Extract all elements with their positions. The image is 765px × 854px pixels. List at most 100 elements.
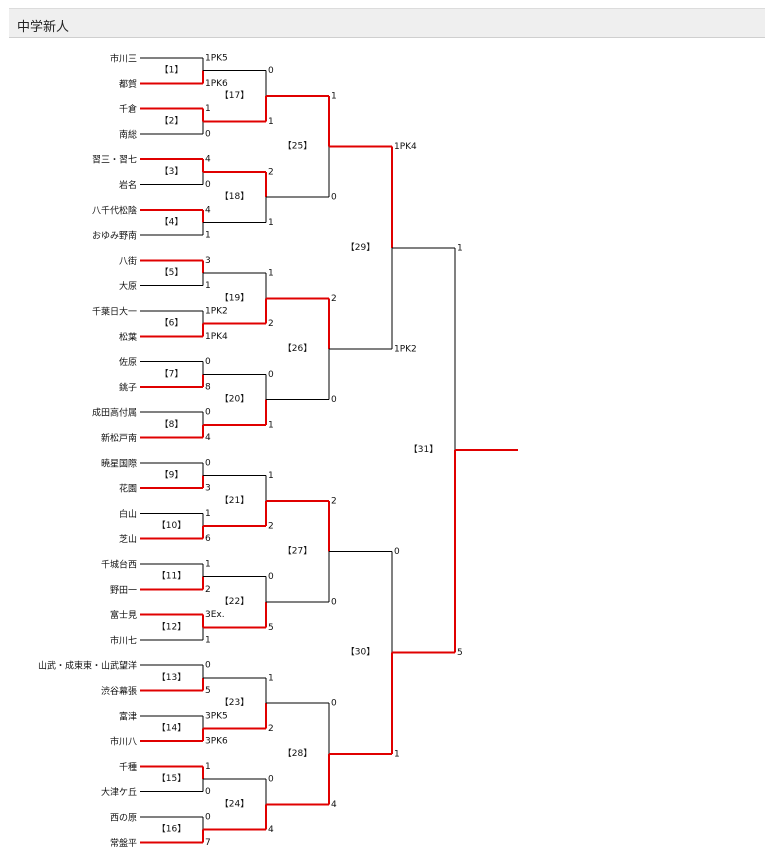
score-top: 0 (268, 370, 274, 380)
match-label: 【6】 (160, 318, 184, 329)
score-bottom: 7 (205, 838, 211, 848)
team-name: 富津 (119, 710, 137, 722)
match-label: 【10】 (157, 520, 186, 531)
team-name: 成田高付属 (92, 407, 137, 419)
score-bottom: 1PK2 (394, 344, 417, 354)
match-label: 【3】 (160, 166, 184, 177)
score-top: 1 (268, 673, 274, 683)
match-label: 【12】 (157, 621, 186, 632)
score-top: 2 (331, 496, 337, 506)
match-label: 【29】 (346, 242, 375, 253)
score-bottom: 8 (205, 382, 211, 392)
score-top: 1 (205, 104, 211, 114)
match-label: 【19】 (220, 292, 249, 303)
team-name: 松葉 (119, 331, 137, 343)
team-name: 大原 (119, 280, 137, 292)
team-name: 白山 (119, 508, 137, 520)
team-name: 芝山 (119, 533, 137, 545)
score-bottom: 0 (331, 395, 337, 405)
score-top: 1PK5 (205, 54, 228, 64)
score-bottom: 5 (457, 648, 463, 658)
team-name: 千種 (119, 762, 137, 773)
score-top: 1PK2 (205, 307, 228, 317)
score-top: 0 (205, 408, 211, 418)
score-bottom: 4 (331, 800, 337, 810)
score-top: 1 (205, 560, 211, 570)
score-bottom: 2 (268, 724, 274, 734)
team-name: 千葉日大一 (92, 306, 137, 318)
score-bottom: 1PK4 (205, 332, 228, 342)
team-name: 市川三 (110, 53, 137, 65)
match-label: 【7】 (160, 368, 184, 379)
page-title: 中学新人 (17, 20, 70, 35)
match-label: 【5】 (160, 267, 184, 278)
score-bottom: 0 (331, 597, 337, 607)
score-bottom: 1 (205, 231, 211, 241)
match-label: 【30】 (346, 647, 375, 658)
score-bottom: 3PK6 (205, 737, 228, 747)
score-bottom: 6 (205, 534, 211, 544)
team-name: 大津ケ丘 (101, 786, 137, 798)
score-top: 0 (394, 547, 400, 557)
score-top: 1 (205, 762, 211, 772)
score-top: 1 (457, 243, 463, 253)
score-bottom: 0 (331, 193, 337, 203)
team-name: 常盤平 (110, 837, 137, 849)
match-label: 【18】 (220, 191, 249, 202)
team-name: 八街 (119, 255, 137, 267)
score-top: 1PK4 (394, 142, 417, 152)
team-name: 富士見 (110, 609, 137, 621)
team-name: 千城台西 (101, 559, 137, 571)
match-label: 【20】 (220, 394, 249, 405)
match-label: 【16】 (157, 824, 186, 835)
score-bottom: 5 (205, 686, 211, 696)
team-name: 花園 (119, 483, 137, 495)
score-top: 2 (268, 167, 274, 177)
match-label: 【9】 (160, 469, 184, 480)
match-label: 【11】 (157, 571, 186, 582)
team-name: 野田一 (110, 585, 137, 596)
match-label: 【1】 (160, 65, 184, 76)
score-top: 4 (205, 205, 211, 215)
score-bottom: 2 (268, 319, 274, 329)
score-bottom: 1 (268, 117, 274, 127)
score-bottom: 5 (268, 623, 274, 633)
match-label: 【27】 (283, 545, 312, 556)
team-name: 習三・習七 (92, 155, 137, 166)
match-label: 【28】 (283, 748, 312, 759)
score-bottom: 2 (268, 522, 274, 532)
team-name: 市川七 (110, 634, 137, 646)
match-label: 【2】 (160, 115, 184, 126)
match-label: 【14】 (157, 722, 186, 733)
score-bottom: 0 (205, 129, 211, 139)
team-name: 佐原 (119, 356, 137, 368)
score-bottom: 0 (205, 787, 211, 797)
score-top: 1 (205, 509, 211, 519)
match-label: 【21】 (220, 495, 249, 506)
match-label: 【31】 (409, 444, 438, 455)
match-label: 【25】 (283, 141, 312, 152)
match-label: 【26】 (283, 343, 312, 354)
score-bottom: 4 (205, 433, 211, 443)
match-label: 【22】 (220, 596, 249, 607)
match-label: 【15】 (157, 773, 186, 784)
team-name: 市川八 (110, 736, 137, 748)
team-name: 南総 (119, 128, 137, 140)
score-bottom: 4 (268, 825, 274, 835)
match-label: 【23】 (220, 697, 249, 708)
team-name: 新松戸南 (101, 432, 137, 444)
score-top: 0 (331, 699, 337, 709)
page-header: 中学新人 (9, 8, 765, 38)
team-name: 千倉 (119, 103, 137, 115)
team-name: 都賀 (119, 78, 137, 90)
score-top: 1 (268, 471, 274, 481)
team-name: 山武・成東東・山武望洋 (38, 660, 137, 672)
score-top: 0 (205, 458, 211, 468)
team-name: 銚子 (119, 381, 137, 393)
score-top: 3PK5 (205, 711, 228, 721)
match-label: 【4】 (160, 216, 184, 227)
score-bottom: 1 (268, 218, 274, 228)
score-bottom: 1 (394, 749, 400, 759)
score-top: 2 (331, 294, 337, 304)
